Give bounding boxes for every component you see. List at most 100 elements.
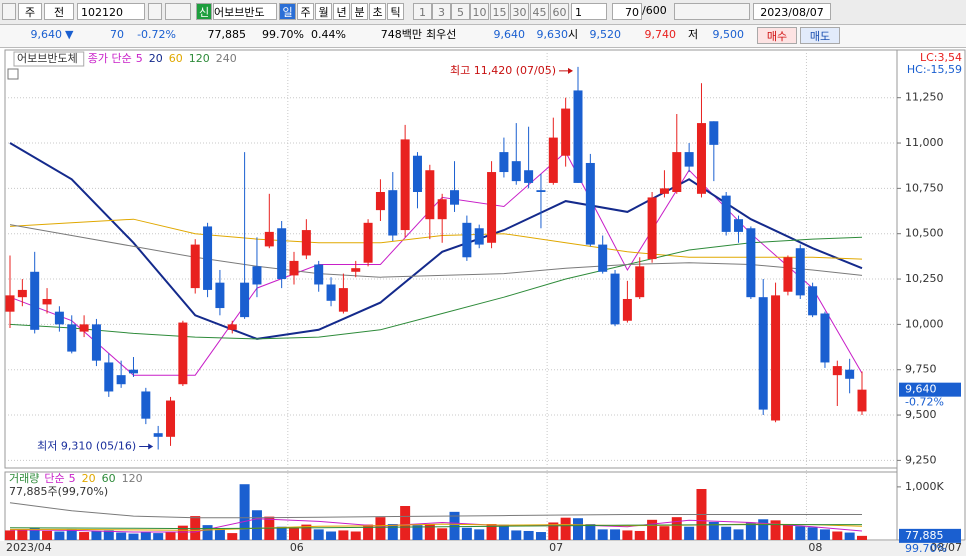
last-change: -0.72% [905,396,944,409]
volume-bar [301,524,312,540]
volume-bar [474,529,485,540]
legend-entry: 5 [136,52,143,65]
candle-body [388,190,398,236]
legend-label: 종가 단순 [88,52,132,65]
volume-bar [819,529,830,540]
candle-body [511,161,521,182]
mode-select[interactable]: 전 [44,3,74,20]
last-volume: 77,885 [905,529,944,542]
volume-bar [634,530,645,540]
volume-bar [733,529,744,540]
bid: 9,630 [536,28,569,41]
candle-body [141,391,151,419]
count-input[interactable]: 70 [612,3,642,20]
search-button[interactable] [148,3,162,20]
ask: 9,640 [493,28,526,41]
tool-icons[interactable] [674,3,750,20]
candle-body [227,324,237,330]
volume-bar [177,525,188,540]
period-button[interactable]: 분 [351,3,368,20]
high: 9,740 [644,28,677,41]
period-button[interactable]: 월 [315,3,332,20]
interval-button[interactable]: 45 [530,3,549,20]
candle-body [351,268,361,272]
change-pct: -0.72% [137,28,176,41]
candle-body [240,282,250,318]
interval-button[interactable]: 5 [451,3,470,20]
interval-button[interactable]: 60 [550,3,569,20]
volume-bar [239,484,250,540]
interval-button[interactable]: 10 [470,3,489,20]
direction: ▼ [65,28,74,41]
x-start-label: 2023/04 [6,541,52,554]
candle-body [91,324,101,361]
lc-label: LC:3,54 [920,51,962,64]
sound-button[interactable] [165,3,191,20]
price-axis [896,49,966,541]
candle-body [326,284,336,301]
candle-body [845,369,855,379]
volume-bar [807,527,818,540]
interval-input[interactable]: 1 [571,3,607,20]
volume-bar [227,533,238,540]
candle-body [363,222,373,263]
volume-bar [276,526,287,540]
period-button[interactable]: 년 [333,3,350,20]
volume-bar [116,532,127,540]
low-label: 저 [688,28,699,41]
candle-body [758,297,768,410]
volume-bar [165,531,176,540]
interval-button[interactable]: 3 [432,3,451,20]
interval-button[interactable]: 15 [490,3,509,20]
candle-body [54,311,64,325]
volume-bar [511,530,522,540]
credit-badge: 신 [196,3,212,20]
sell-button[interactable]: 매도 [800,27,840,44]
candle-body [190,244,200,289]
volume-bar [721,526,732,540]
moving-average-line [9,224,863,278]
hc-label: HC:-15,59 [907,63,962,76]
y-tick-label: 11,000 [905,136,944,149]
best-label: 최우선 [426,28,457,41]
candle-body [808,286,818,316]
date-input[interactable]: 2023/08/07 [753,3,831,20]
code-input[interactable]: 102120 [77,3,145,20]
candle-body [721,195,731,232]
period-button[interactable]: 초 [369,3,386,20]
volume-bar [610,529,621,540]
moving-average-line [9,236,863,340]
candle-body [585,162,595,245]
candle-body [314,264,324,285]
candle-body [289,260,299,276]
candle-body [820,313,830,363]
volume-bar [363,524,374,540]
candle-body [450,190,460,205]
candle-body [104,362,114,392]
period-button[interactable]: 주 [297,3,314,20]
period-button[interactable]: 일 [279,3,296,20]
volume-bar [758,519,769,540]
period-button[interactable]: 틱 [387,3,404,20]
market-select[interactable]: 주 [18,3,42,20]
x-end-label: 08/07 [930,541,962,554]
y-tick-label: 11,250 [905,91,944,104]
menu-icon[interactable] [2,3,16,20]
volume-bar [289,527,299,540]
low: 9,500 [712,28,745,41]
open: 9,520 [589,28,622,41]
volume-bar [498,524,509,540]
buy-button[interactable]: 매수 [757,27,797,44]
interval-button[interactable]: 30 [510,3,529,20]
candle-body [672,152,682,192]
legend-title: 어보브반도체 [17,52,78,65]
count-max: /600 [642,4,667,17]
candle-body [635,266,645,298]
candle-body [277,228,287,280]
stock-name: 어보브반도 [213,3,277,20]
interval-button[interactable]: 1 [413,3,432,20]
x-tick-label: 06 [290,541,304,554]
candle-body [647,197,657,260]
legend-entry: 240 [216,52,237,65]
grid-icon [7,68,19,80]
